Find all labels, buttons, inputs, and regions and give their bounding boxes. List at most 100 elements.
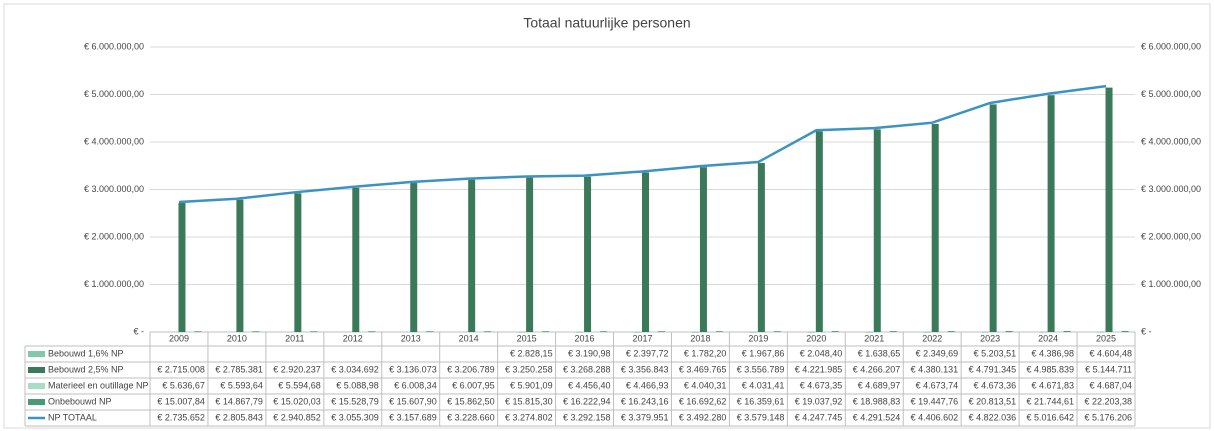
x-tick-label: 2025 [1096, 333, 1116, 343]
bar [981, 331, 989, 333]
table-cell: € 6.008,34 [394, 380, 437, 390]
table-cell: € 4.673,36 [974, 380, 1017, 390]
bar [186, 331, 194, 333]
x-tick-label: 2017 [632, 333, 652, 343]
bar [1097, 331, 1105, 333]
bar [476, 331, 484, 333]
bar [707, 331, 715, 333]
y2-tick-label: € 4.000.000,00 [1141, 136, 1201, 146]
y2-tick-label: € 1.000.000,00 [1141, 279, 1201, 289]
legend-label: NP TOTAAL [48, 412, 97, 422]
table-cell: € 4.466,93 [626, 380, 669, 390]
table-cell: € 4.040,31 [684, 380, 727, 390]
table-cell: € 5.636,67 [162, 380, 205, 390]
table-cell: € 1.782,20 [684, 348, 727, 358]
table-cell: € 5.901,09 [510, 380, 553, 390]
table-cell: € 4.031,41 [742, 380, 785, 390]
y-tick-label: € - [133, 326, 144, 336]
bar [310, 331, 318, 333]
y-tick-label: € 5.000.000,00 [84, 89, 144, 99]
bar [807, 331, 815, 333]
bar [989, 104, 997, 333]
table-cell: € 16.243,16 [621, 396, 669, 406]
bar [650, 331, 657, 333]
bar [773, 331, 781, 333]
bar [410, 183, 418, 332]
bar [749, 331, 757, 333]
line [178, 84, 1107, 204]
legend-label: Onbebouwd NP [48, 396, 112, 406]
table-cell: € 4.671,83 [1032, 380, 1075, 390]
x-tick-label: 2019 [748, 333, 768, 343]
table-cell: € 2.940.852 [273, 412, 321, 422]
table-cell: € 4.985.839 [1027, 364, 1075, 374]
table-cell: € 3.556.789 [737, 364, 785, 374]
table-cell: € 15.007,84 [157, 396, 205, 406]
bar [997, 331, 1005, 333]
y-tick-label: € 6.000.000,00 [84, 41, 144, 51]
table-cell: € 5.176.206 [1084, 412, 1132, 422]
legend-label: Bebouwd 1,6% NP [48, 348, 124, 358]
table-cell: € 5.016.642 [1027, 412, 1075, 422]
bar [194, 331, 202, 333]
bar [600, 331, 608, 333]
table-cell: € 4.266.207 [853, 364, 901, 374]
x-tick-label: 2022 [922, 333, 942, 343]
bar [757, 163, 765, 332]
x-tick-label: 2011 [285, 333, 304, 343]
y2-tick-label: € 6.000.000,00 [1141, 41, 1201, 51]
bar [699, 167, 707, 332]
bar [634, 331, 641, 333]
table-cell: € 2.735.652 [157, 412, 205, 422]
bar [1113, 331, 1121, 333]
bar [1105, 87, 1113, 333]
table-cell: € 2.048,40 [800, 348, 843, 358]
table-cell: € 4.687,04 [1089, 380, 1132, 390]
table-cell: € 3.492.280 [679, 412, 727, 422]
bar [592, 331, 600, 333]
table-cell: € 4.380.131 [911, 364, 959, 374]
legend-key [28, 399, 45, 405]
bar [947, 331, 955, 332]
legend-key [28, 383, 45, 389]
y2-tick-label: € 3.000.000,00 [1141, 184, 1201, 194]
table-cell: € 4.247.745 [795, 412, 843, 422]
bar [823, 331, 831, 333]
bar [815, 131, 823, 332]
table-cell: € 20.813,51 [969, 396, 1017, 406]
table-cell: € 3.292.158 [563, 412, 611, 422]
table-cell: € 19.037,92 [795, 396, 843, 406]
table-cell: € 4.604,48 [1089, 348, 1132, 358]
bar [889, 331, 897, 332]
bar [426, 331, 434, 333]
table-cell: € 15.607,90 [389, 396, 437, 406]
bar [1063, 330, 1071, 332]
table-cell: € 14.867,79 [215, 396, 263, 406]
bar [658, 331, 665, 333]
table-cell: € 2.349,69 [916, 348, 959, 358]
x-tick-label: 2023 [980, 333, 1000, 343]
table-cell: € 4.221.985 [795, 364, 843, 374]
table-cell: € 5.593,64 [220, 380, 263, 390]
bar [352, 187, 360, 332]
table-cell: € 18.988,83 [853, 396, 901, 406]
table-cell: € 4.456,40 [568, 380, 611, 390]
table-cell: € 3.274.802 [505, 412, 553, 422]
bar [518, 331, 526, 333]
table-cell: € 1.638,65 [858, 348, 901, 358]
table-cell: € 4.386,98 [1032, 348, 1075, 358]
table-cell: € 3.379.951 [621, 412, 669, 422]
table-cell: € 3.356.843 [621, 364, 669, 374]
y-tick-label: € 3.000.000,00 [84, 184, 144, 194]
y-tick-label: € 1.000.000,00 [84, 279, 144, 289]
table-cell: € 4.673,74 [916, 380, 959, 390]
x-tick-label: 2020 [806, 333, 826, 343]
chart-title: Totaal natuurlijke personen [523, 15, 690, 31]
table-cell: € 2.828,15 [510, 348, 553, 358]
bar [873, 129, 881, 332]
legend-label: Materieel en outillage NP [48, 380, 149, 390]
bar [360, 331, 368, 333]
table-cell: € 15.862,50 [447, 396, 495, 406]
bar [865, 331, 873, 333]
